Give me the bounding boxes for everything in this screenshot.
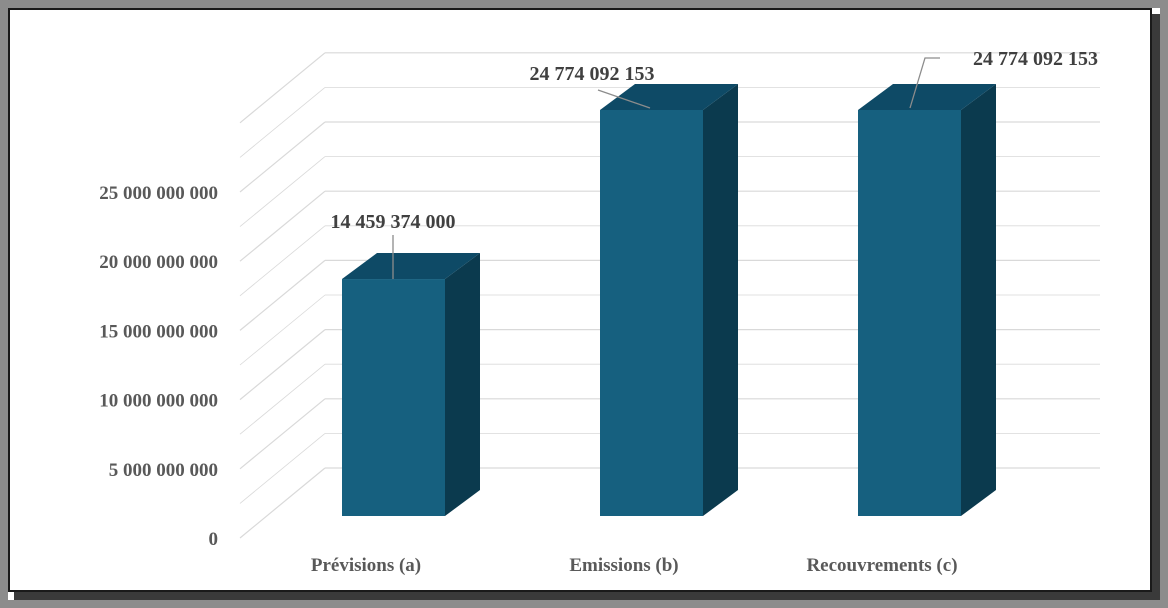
frame-shadow-bottom [14,592,1160,600]
bar [342,253,480,516]
y-tick-label: 20 000 000 000 [99,252,218,273]
y-tick-label: 25 000 000 000 [99,183,218,204]
bars [342,84,996,516]
bar-side [961,84,996,516]
gridline-diagonal [239,259,326,331]
bar [858,84,996,516]
frame-shadow-right [1152,14,1160,600]
data-labels: 14 459 374 000 24 774 092 153 24 774 092 1… [331,48,1098,279]
y-axis-ticks: 0 5 000 000 000 10 000 000 000 15 000 000 0… [99,183,218,550]
gridline-diagonal [239,225,326,297]
bar [600,84,738,516]
bar-front [600,110,703,516]
gridline-diagonal [239,121,326,193]
category-label: Recouvrements (c) [806,555,957,576]
data-label-leader [597,89,651,109]
y-tick-label: 15 000 000 000 [99,321,218,342]
category-label: Prévisions (a) [311,555,421,576]
gridline-diagonal [239,52,326,124]
bar-top [858,84,996,110]
bar-top [342,253,480,280]
y-tick-label: 10 000 000 000 [99,391,218,412]
bar-top [600,84,738,110]
bar-front [342,279,445,516]
bar-front [858,110,961,516]
category-label: Emissions (b) [569,555,678,576]
category-labels: Prévisions (a) Emissions (b) Recouvrements… [311,555,958,576]
data-label: 24 774 092 153 [530,63,655,85]
y-tick-label: 5 000 000 000 [109,460,218,481]
bar-side [445,253,480,516]
data-label: 14 459 374 000 [331,211,456,233]
gridline-diagonal [239,156,326,227]
gridline-diagonal [239,190,326,262]
gridline-diagonal [239,87,326,158]
data-label: 24 774 092 153 [973,48,1098,70]
gridline-diagonal [239,433,326,504]
gridline-diagonal [239,329,326,401]
bar-side [703,84,738,516]
gridline-diagonal [239,294,326,366]
y-tick-label: 0 [209,529,219,550]
gridline-diagonal [239,467,326,539]
gridline-diagonal [239,398,326,470]
gridline-diagonal [239,363,326,435]
data-label-leader [909,57,940,109]
